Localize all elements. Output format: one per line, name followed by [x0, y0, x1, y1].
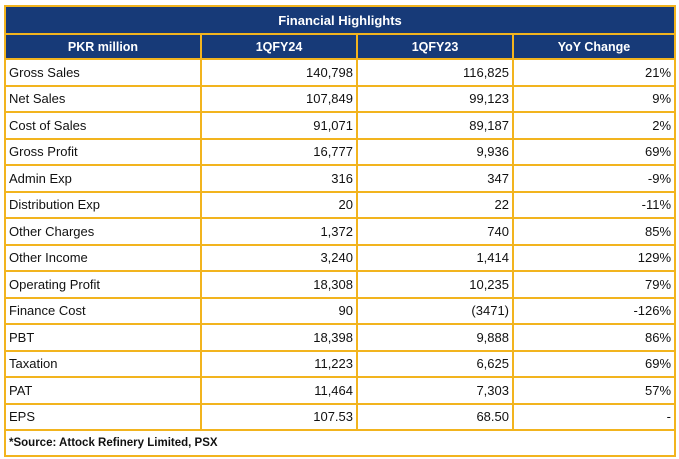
row-label: Cost of Sales — [4, 111, 202, 140]
table-row: Other Charges 1,372 740 85% — [4, 217, 677, 246]
cell-1qfy24: 90 — [200, 296, 358, 325]
table-row: Cost of Sales 91,071 89,187 2% — [4, 111, 677, 140]
table-row: Taxation 11,223 6,625 69% — [4, 349, 677, 378]
cell-1qfy23: 99,123 — [356, 84, 514, 113]
row-label: Finance Cost — [4, 296, 202, 325]
source-note: *Source: Attock Refinery Limited, PSX — [3, 429, 677, 457]
cell-1qfy23: 347 — [356, 164, 514, 193]
table-body: Gross Sales 140,798 116,825 21% Net Sales 107… — [4, 58, 677, 431]
cell-1qfy24: 18,398 — [200, 323, 358, 352]
cell-1qfy24: 16,777 — [200, 137, 358, 166]
table-title: Financial Highlights — [3, 5, 677, 35]
row-label: Other Charges — [4, 217, 202, 246]
cell-yoy-change: 129% — [511, 243, 677, 272]
row-label: EPS — [4, 402, 202, 431]
table-row: Distribution Exp 20 22 -11% — [4, 190, 677, 219]
cell-1qfy24: 3,240 — [200, 243, 358, 272]
cell-yoy-change: 85% — [511, 217, 677, 246]
cell-yoy-change: -9% — [511, 164, 677, 193]
table-row: PAT 11,464 7,303 57% — [4, 376, 677, 405]
cell-1qfy23: 7,303 — [356, 376, 514, 405]
column-header: 1QFY23 — [356, 33, 514, 60]
table-row: PBT 18,398 9,888 86% — [4, 323, 677, 352]
financial-highlights-table: Financial Highlights PKR million 1QFY24 … — [3, 5, 677, 457]
row-label: Distribution Exp — [4, 190, 202, 219]
cell-1qfy23: 9,888 — [356, 323, 514, 352]
cell-1qfy24: 18,308 — [200, 270, 358, 299]
cell-1qfy24: 11,464 — [200, 376, 358, 405]
row-label: PBT — [4, 323, 202, 352]
cell-yoy-change: - — [511, 402, 677, 431]
table-row: Other Income 3,240 1,414 129% — [4, 243, 677, 272]
table-row: Finance Cost 90 (3471) -126% — [4, 296, 677, 325]
cell-1qfy23: 10,235 — [356, 270, 514, 299]
cell-yoy-change: 86% — [511, 323, 677, 352]
cell-1qfy24: 20 — [200, 190, 358, 219]
cell-yoy-change: 69% — [511, 137, 677, 166]
column-header: PKR million — [4, 33, 202, 60]
cell-1qfy23: 89,187 — [356, 111, 514, 140]
cell-1qfy24: 316 — [200, 164, 358, 193]
cell-yoy-change: 57% — [511, 376, 677, 405]
table-row: Operating Profit 18,308 10,235 79% — [4, 270, 677, 299]
cell-1qfy24: 107,849 — [200, 84, 358, 113]
table-row: EPS 107.53 68.50- — [4, 402, 677, 431]
column-header: 1QFY24 — [200, 33, 358, 60]
cell-1qfy23: 116,825 — [356, 58, 514, 87]
row-label: Net Sales — [4, 84, 202, 113]
table-row: Gross Profit 16,777 9,936 69% — [4, 137, 677, 166]
row-label: Gross Profit — [4, 137, 202, 166]
cell-yoy-change: 2% — [511, 111, 677, 140]
cell-1qfy23: 6,625 — [356, 349, 514, 378]
row-label: Admin Exp — [4, 164, 202, 193]
cell-1qfy23: 740 — [356, 217, 514, 246]
source-row: *Source: Attock Refinery Limited, PSX — [3, 429, 677, 457]
row-label: Operating Profit — [4, 270, 202, 299]
cell-1qfy24: 107.53 — [200, 402, 358, 431]
cell-yoy-change: 79% — [511, 270, 677, 299]
row-label: Gross Sales — [4, 58, 202, 87]
table-row: Net Sales 107,849 99,123 9% — [4, 84, 677, 113]
cell-1qfy23: 68.50 — [356, 402, 514, 431]
cell-yoy-change: 69% — [511, 349, 677, 378]
cell-yoy-change: -11% — [511, 190, 677, 219]
cell-1qfy24: 1,372 — [200, 217, 358, 246]
cell-1qfy23: 9,936 — [356, 137, 514, 166]
row-label: PAT — [4, 376, 202, 405]
cell-1qfy24: 140,798 — [200, 58, 358, 87]
column-header: YoY Change — [511, 33, 677, 60]
table-header-row: PKR million 1QFY24 1QFY23 YoY Change — [4, 33, 677, 60]
row-label: Other Income — [4, 243, 202, 272]
cell-1qfy23: 1,414 — [356, 243, 514, 272]
cell-1qfy24: 11,223 — [200, 349, 358, 378]
table-row: Gross Sales 140,798 116,825 21% — [4, 58, 677, 87]
cell-1qfy23: 22 — [356, 190, 514, 219]
row-label: Taxation — [4, 349, 202, 378]
cell-1qfy24: 91,071 — [200, 111, 358, 140]
cell-yoy-change: 9% — [511, 84, 677, 113]
table-title-row: Financial Highlights — [3, 5, 677, 35]
cell-yoy-change: -126% — [511, 296, 677, 325]
cell-1qfy23: (3471) — [356, 296, 514, 325]
table-row: Admin Exp 316 347 -9% — [4, 164, 677, 193]
cell-yoy-change: 21% — [511, 58, 677, 87]
